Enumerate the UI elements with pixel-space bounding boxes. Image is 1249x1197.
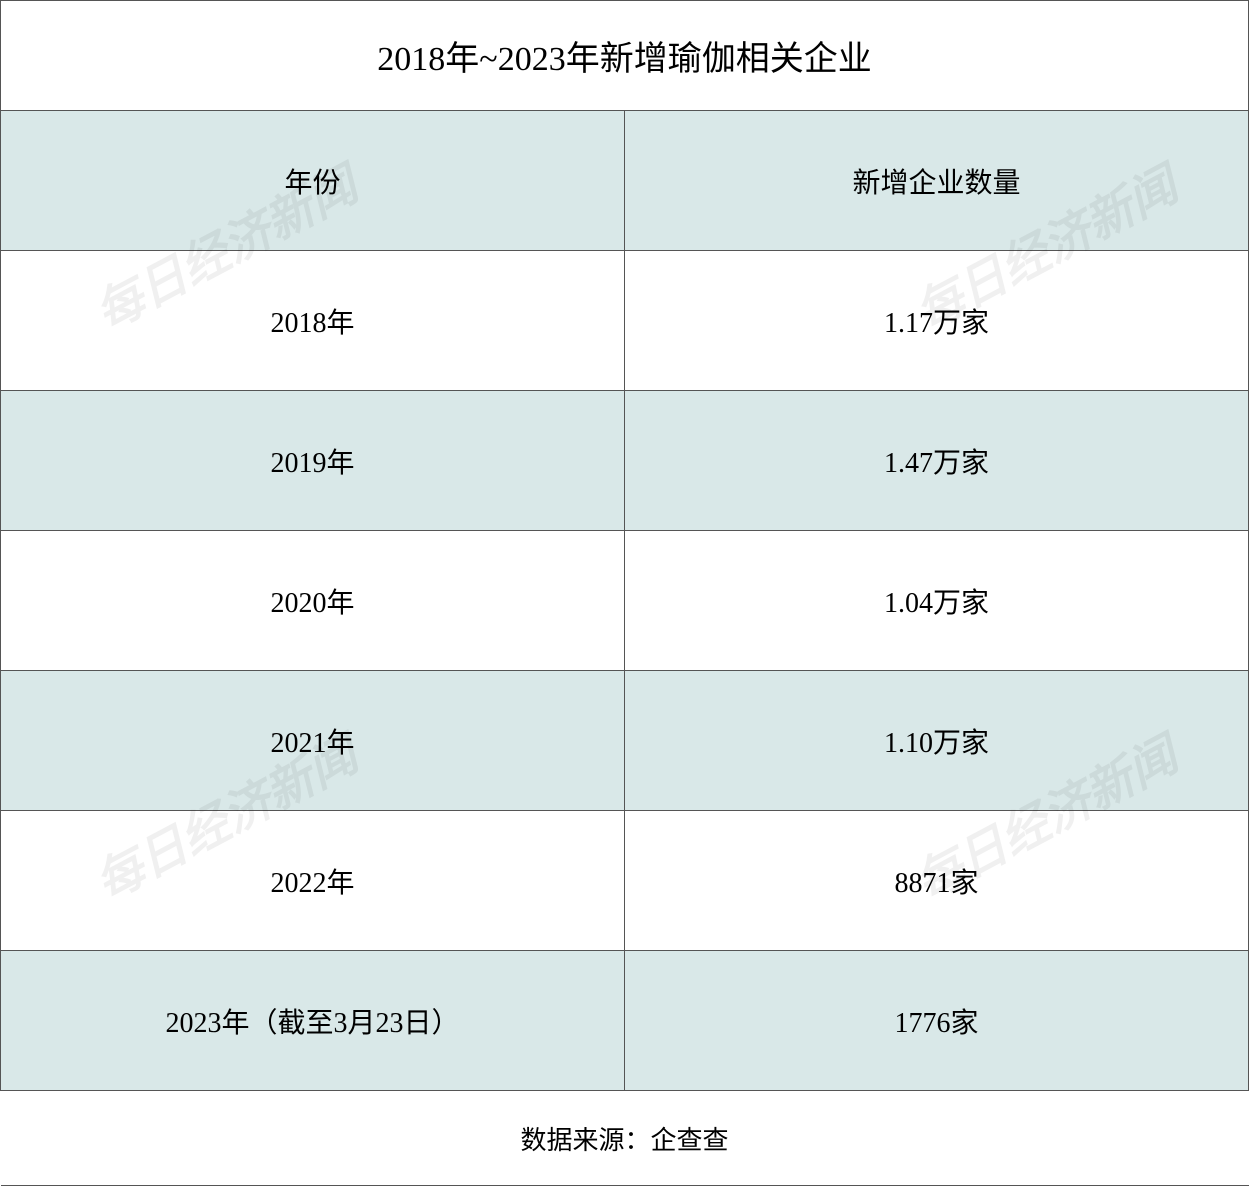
cell-count: 1776家	[625, 951, 1249, 1091]
col-header-year: 年份	[1, 111, 625, 251]
cell-year: 2018年	[1, 251, 625, 391]
cell-count: 1.47万家	[625, 391, 1249, 531]
header-row: 年份 新增企业数量	[1, 111, 1249, 251]
table-container: 2018年~2023年新增瑜伽相关企业 年份 新增企业数量 2018年 1.17…	[0, 0, 1249, 1186]
yoga-companies-table: 2018年~2023年新增瑜伽相关企业 年份 新增企业数量 2018年 1.17…	[0, 0, 1249, 1186]
cell-year: 2020年	[1, 531, 625, 671]
table-row: 2023年（截至3月23日） 1776家	[1, 951, 1249, 1091]
cell-year: 2019年	[1, 391, 625, 531]
cell-year: 2023年（截至3月23日）	[1, 951, 625, 1091]
table-row: 2022年 8871家	[1, 811, 1249, 951]
footer-row: 数据来源：企查查	[1, 1091, 1249, 1186]
col-header-count: 新增企业数量	[625, 111, 1249, 251]
cell-year: 2022年	[1, 811, 625, 951]
title-row: 2018年~2023年新增瑜伽相关企业	[1, 1, 1249, 111]
cell-count: 1.10万家	[625, 671, 1249, 811]
cell-count: 8871家	[625, 811, 1249, 951]
cell-count: 1.04万家	[625, 531, 1249, 671]
table-row: 2020年 1.04万家	[1, 531, 1249, 671]
table-row: 2018年 1.17万家	[1, 251, 1249, 391]
table-row: 2021年 1.10万家	[1, 671, 1249, 811]
table-row: 2019年 1.47万家	[1, 391, 1249, 531]
cell-year: 2021年	[1, 671, 625, 811]
data-source: 数据来源：企查查	[1, 1091, 1249, 1186]
cell-count: 1.17万家	[625, 251, 1249, 391]
table-title: 2018年~2023年新增瑜伽相关企业	[1, 1, 1249, 111]
